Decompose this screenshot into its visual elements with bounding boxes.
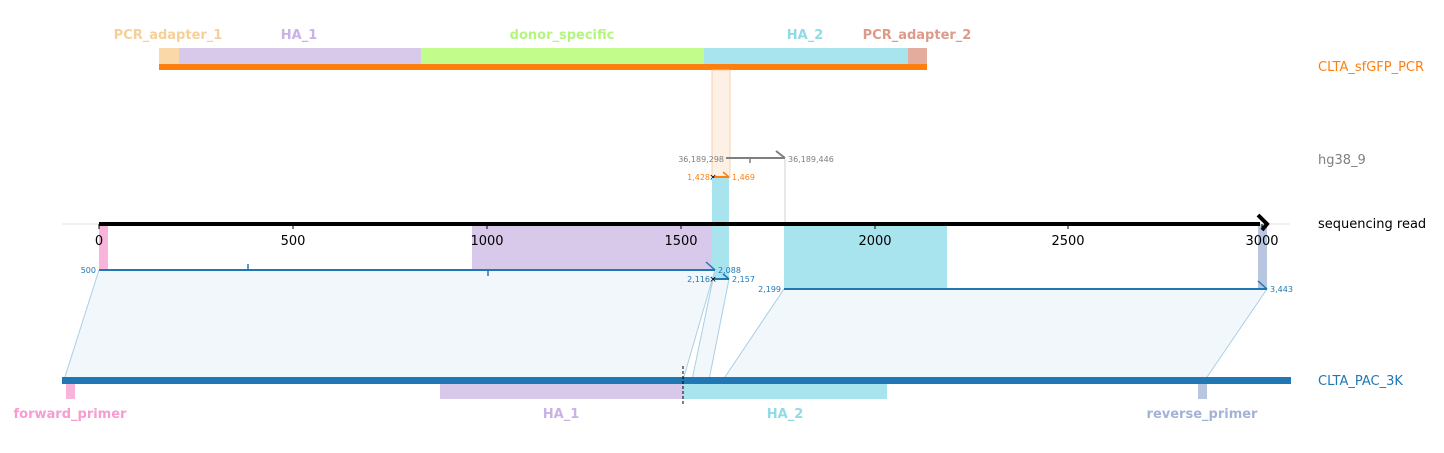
read-axis-arrowhead bbox=[1256, 213, 1270, 232]
read-feature-ha2-lower bbox=[712, 224, 729, 279]
pcr-track: PCR_adapter_1 HA_1 donor_specific HA_2 P… bbox=[114, 28, 1424, 75]
plasmid-align-b-break-mark: × bbox=[709, 275, 717, 285]
plasmid-align-b-end: 2,157 bbox=[732, 275, 755, 284]
plasmid-backbone bbox=[62, 377, 1291, 384]
plasmid-align-a-start: 500 bbox=[81, 266, 96, 275]
pcr-label-ha2: HA_2 bbox=[787, 28, 824, 43]
pcr-label-donor: donor_specific bbox=[510, 28, 615, 43]
genome-arrowhead bbox=[775, 150, 786, 159]
tick-label-1000: 1000 bbox=[470, 234, 503, 249]
track-name-pcr: CLTA_sfGFP_PCR bbox=[1318, 60, 1424, 75]
plasmid-align-a-arrowhead bbox=[705, 261, 716, 271]
pcr-feature-donor bbox=[421, 48, 704, 64]
plasmid-align-c-arrowhead bbox=[1257, 280, 1268, 290]
tick-label-1500: 1500 bbox=[664, 234, 697, 249]
plasmid-align-c-end: 3,443 bbox=[1270, 285, 1293, 294]
read-feature-forward-primer bbox=[99, 224, 108, 270]
plasmid-label-forward-primer: forward_primer bbox=[14, 407, 128, 422]
plasmid-label-ha1: HA_1 bbox=[543, 407, 580, 422]
pcr-align-end-label: 1,469 bbox=[732, 173, 755, 182]
plasmid-feature-ha2 bbox=[683, 383, 887, 399]
plasmid-label-ha2: HA_2 bbox=[767, 407, 804, 422]
plasmid-feature-reverse-primer bbox=[1198, 383, 1207, 399]
plasmid-label-reverse-primer: reverse_primer bbox=[1147, 407, 1259, 422]
plasmid-alignment-shading bbox=[63, 269, 1268, 381]
plasmid-alignments: 500 2,088 × 2,116 2,157 2,199 3,443 bbox=[81, 261, 1293, 294]
plasmid-align-a-end: 2,088 bbox=[718, 266, 741, 275]
plasmid-feature-forward-primer bbox=[66, 383, 75, 399]
pcr-align-start-label: 1,428 bbox=[687, 173, 710, 182]
plasmid-block-c bbox=[722, 288, 1268, 381]
pcr-align-arrowhead bbox=[722, 171, 730, 178]
tick-label-0: 0 bbox=[95, 234, 103, 249]
tick-label-3000: 3000 bbox=[1245, 234, 1278, 249]
tick-label-2500: 2500 bbox=[1051, 234, 1084, 249]
pcr-feature-adapter1 bbox=[159, 48, 179, 64]
pcr-feature-ha2 bbox=[704, 48, 908, 64]
genome-end-label: 36,189,446 bbox=[788, 155, 834, 164]
tick-label-2000: 2000 bbox=[858, 234, 891, 249]
track-name-genome: hg38_9 bbox=[1318, 153, 1366, 168]
read-feature-ha1 bbox=[472, 224, 715, 270]
read-feature-ha2-upper bbox=[712, 178, 729, 224]
plasmid-feature-ha1 bbox=[440, 383, 683, 399]
read-axis: 0 500 1000 1500 2000 2500 3000 sequencin… bbox=[62, 213, 1426, 249]
plasmid-align-b-start: 2,116 bbox=[687, 275, 710, 284]
pcr-label-adapter2: PCR_adapter_2 bbox=[863, 28, 972, 43]
read-feature-reverse-primer bbox=[1258, 224, 1267, 289]
plasmid-block-a bbox=[63, 269, 716, 381]
read-feature-ha2-second bbox=[784, 224, 947, 289]
plasmid-track: forward_primer HA_1 HA_2 reverse_primer … bbox=[14, 366, 1403, 422]
track-name-read: sequencing read bbox=[1318, 217, 1426, 232]
pcr-feature-ha1 bbox=[179, 48, 421, 64]
read-features bbox=[99, 178, 1267, 289]
pcr-label-ha1: HA_1 bbox=[281, 28, 318, 43]
pcr-backbone bbox=[159, 64, 927, 70]
track-name-plasmid: CLTA_PAC_3K bbox=[1318, 374, 1403, 389]
genome-start-label: 36,189,298 bbox=[678, 155, 724, 164]
plasmid-align-b-arrowhead bbox=[722, 273, 730, 280]
pcr-label-adapter1: PCR_adapter_1 bbox=[114, 28, 223, 43]
plasmid-align-c-start: 2,199 bbox=[758, 285, 781, 294]
pcr-connector bbox=[711, 69, 731, 179]
tick-label-500: 500 bbox=[281, 234, 306, 249]
genome-track: 36,189,298 36,189,446 hg38_9 bbox=[678, 150, 1366, 224]
pcr-feature-adapter2 bbox=[908, 48, 927, 64]
